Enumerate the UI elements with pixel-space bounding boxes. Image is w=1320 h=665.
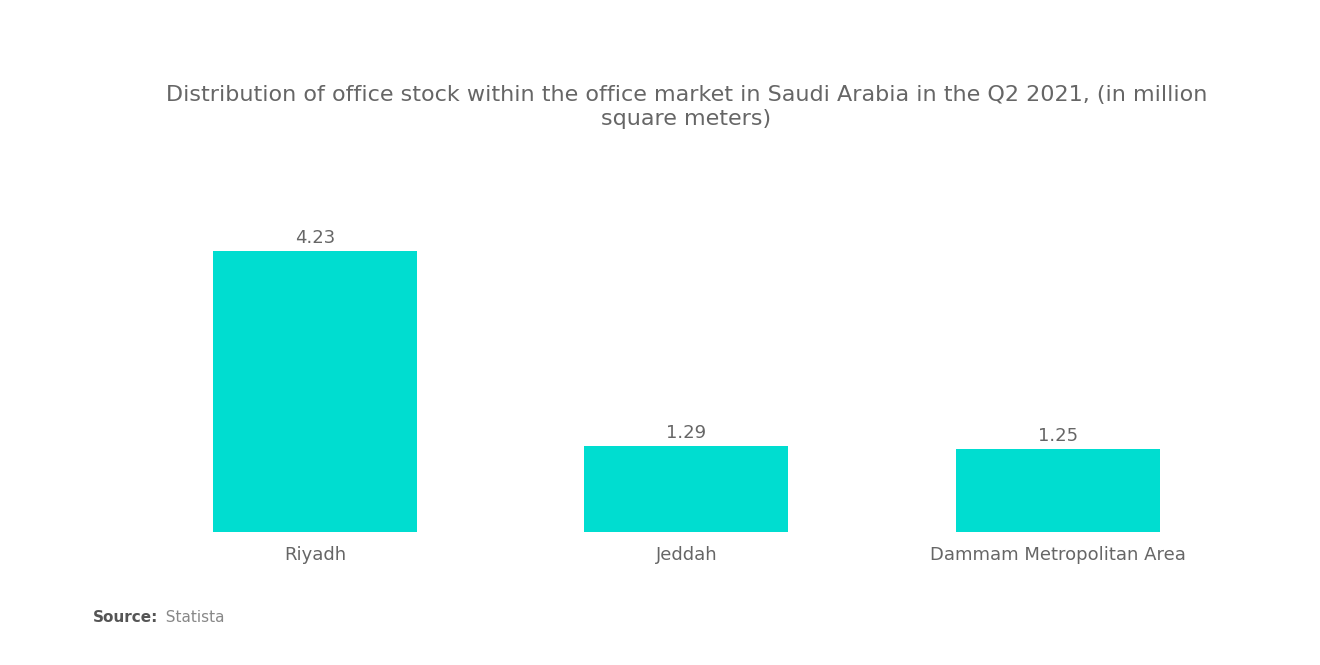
- Text: Source:: Source:: [92, 610, 158, 625]
- Title: Distribution of office stock within the office market in Saudi Arabia in the Q2 : Distribution of office stock within the …: [166, 85, 1206, 128]
- Text: 1.29: 1.29: [667, 424, 706, 442]
- Text: Statista: Statista: [156, 610, 224, 625]
- Text: 4.23: 4.23: [296, 229, 335, 247]
- Bar: [956, 449, 1160, 532]
- Text: 1.25: 1.25: [1038, 427, 1077, 445]
- Bar: [213, 251, 417, 532]
- Bar: [585, 446, 788, 532]
